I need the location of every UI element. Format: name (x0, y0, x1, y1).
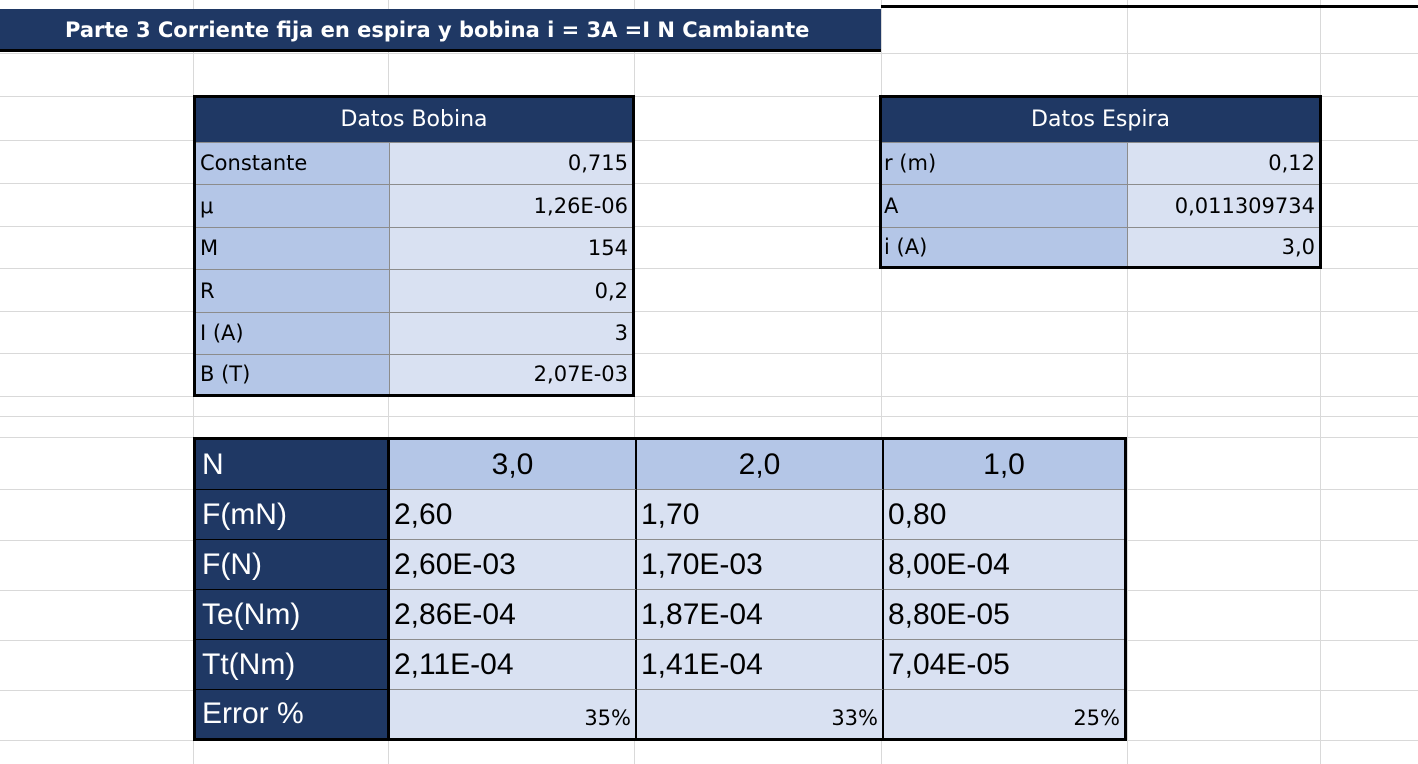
espira-value-cell[interactable]: 3,0 (1128, 228, 1319, 266)
data-cell[interactable]: 1,70E-03 (637, 540, 884, 590)
data-cell[interactable]: 2,86E-04 (390, 590, 637, 640)
bobina-value-cell[interactable]: 154 (390, 228, 632, 269)
bobina-label-cell[interactable]: I (A) (196, 313, 390, 354)
bobina-value-cell[interactable]: 1,26E-06 (390, 185, 632, 227)
bobina-value-cell[interactable]: 0,715 (390, 143, 632, 184)
bobina-table: Datos Bobina Constante 0,715 μ 1,26E-06 … (193, 95, 635, 397)
row-label-cell[interactable]: Te(Nm) (196, 590, 390, 640)
data-cell[interactable]: 1,41E-04 (637, 640, 884, 690)
table-row: A 0,011309734 (882, 184, 1319, 227)
data-cell[interactable]: 7,04E-05 (884, 640, 1124, 690)
bobina-value-cell[interactable]: 3 (390, 313, 632, 354)
bobina-label-cell[interactable]: Constante (196, 143, 390, 184)
data-cell[interactable]: 8,00E-04 (884, 540, 1124, 590)
table-row: R 0,2 (196, 269, 632, 312)
error-cell[interactable]: 33% (637, 690, 884, 738)
bobina-value-cell[interactable]: 2,07E-03 (390, 355, 632, 394)
bobina-label-cell[interactable]: μ (196, 185, 390, 227)
row-label-cell[interactable]: Tt(Nm) (196, 640, 390, 690)
row-label-cell[interactable]: F(mN) (196, 490, 390, 540)
bobina-label-cell[interactable]: B (T) (196, 355, 390, 394)
row-label-cell[interactable]: F(N) (196, 540, 390, 590)
espira-value-cell[interactable]: 0,12 (1128, 143, 1319, 184)
espira-label-cell[interactable]: A (882, 185, 1128, 227)
data-cell[interactable]: 2,60 (390, 490, 637, 540)
table-row: Constante 0,715 (196, 142, 632, 184)
n-column-header[interactable]: 3,0 (390, 440, 637, 490)
error-cell[interactable]: 25% (884, 690, 1124, 738)
espira-table: Datos Espira r (m) 0,12 A 0,011309734 i … (879, 95, 1322, 269)
results-table: N 3,0 2,0 1,0 F(mN) 2,60 1,70 0,80 F(N) … (193, 437, 1127, 741)
table-row: M 154 (196, 227, 632, 269)
table-row: I (A) 3 (196, 312, 632, 354)
table-row: i (A) 3,0 (882, 227, 1319, 266)
data-cell[interactable]: 8,80E-05 (884, 590, 1124, 640)
bobina-label-cell[interactable]: M (196, 228, 390, 269)
bobina-value-cell[interactable]: 0,2 (390, 270, 632, 312)
table-row: r (m) 0,12 (882, 142, 1319, 184)
table-row: Tt(Nm) 2,11E-04 1,41E-04 7,04E-05 (196, 640, 1124, 690)
table-row: Te(Nm) 2,86E-04 1,87E-04 8,80E-05 (196, 590, 1124, 640)
table-row: μ 1,26E-06 (196, 184, 632, 227)
data-cell[interactable]: 2,11E-04 (390, 640, 637, 690)
n-column-header[interactable]: 2,0 (637, 440, 884, 490)
top-border-line (881, 5, 1418, 8)
table-row: B (T) 2,07E-03 (196, 354, 632, 394)
data-cell[interactable]: 1,70 (637, 490, 884, 540)
bobina-header[interactable]: Datos Bobina (196, 98, 632, 142)
sheet-title-cell[interactable]: Parte 3 Corriente fija en espira y bobin… (0, 9, 881, 52)
bobina-label-cell[interactable]: R (196, 270, 390, 312)
table-header-row: N 3,0 2,0 1,0 (196, 440, 1124, 490)
error-cell[interactable]: 35% (390, 690, 637, 738)
n-header-label[interactable]: N (196, 440, 390, 490)
data-cell[interactable]: 2,60E-03 (390, 540, 637, 590)
data-cell[interactable]: 1,87E-04 (637, 590, 884, 640)
espira-header[interactable]: Datos Espira (882, 98, 1319, 142)
espira-label-cell[interactable]: r (m) (882, 143, 1128, 184)
data-cell[interactable]: 0,80 (884, 490, 1124, 540)
error-row: Error % 35% 33% 25% (196, 690, 1124, 738)
espira-value-cell[interactable]: 0,011309734 (1128, 185, 1319, 227)
table-row: F(N) 2,60E-03 1,70E-03 8,00E-04 (196, 540, 1124, 590)
table-row: F(mN) 2,60 1,70 0,80 (196, 490, 1124, 540)
n-column-header[interactable]: 1,0 (884, 440, 1124, 490)
espira-label-cell[interactable]: i (A) (882, 228, 1128, 266)
error-label-cell[interactable]: Error % (196, 690, 390, 738)
